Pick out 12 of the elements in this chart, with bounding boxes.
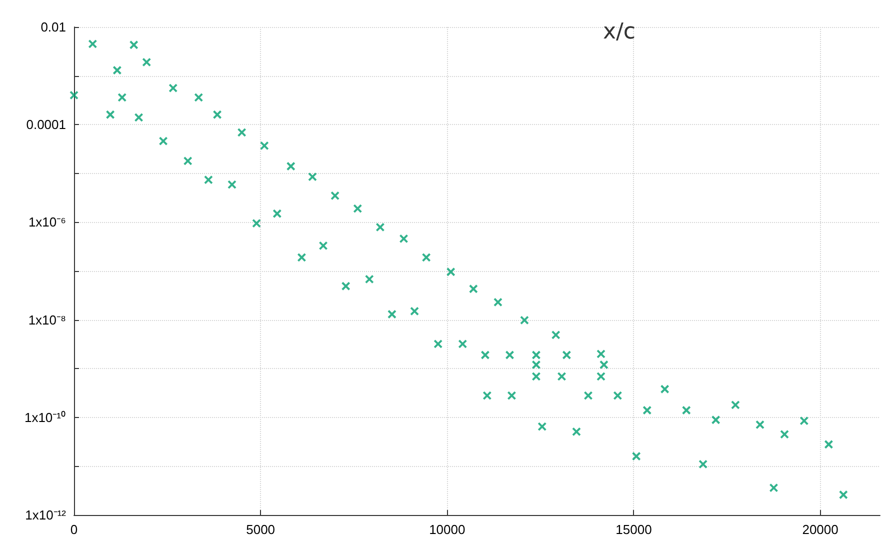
y-tick-label: 1x10⁻¹⁰ [24,410,66,425]
y-tick-label: 0.0001 [26,117,66,132]
y-tick-label: 0.01 [40,20,66,34]
x-tick-label: 5000 [246,522,276,537]
x-tick-label: 20000 [802,522,838,537]
x-tick-label: 10000 [429,522,466,537]
y-tick-label: 1x10⁻⁶ [28,214,66,230]
y-tick-label: 1x10⁻¹² [25,508,67,522]
y-tick-label: 1x10⁻⁸ [28,312,66,328]
x-tick-label: 0 [70,522,78,537]
x-tick-label: 15000 [616,522,652,537]
chart-title: x/c [603,20,636,44]
